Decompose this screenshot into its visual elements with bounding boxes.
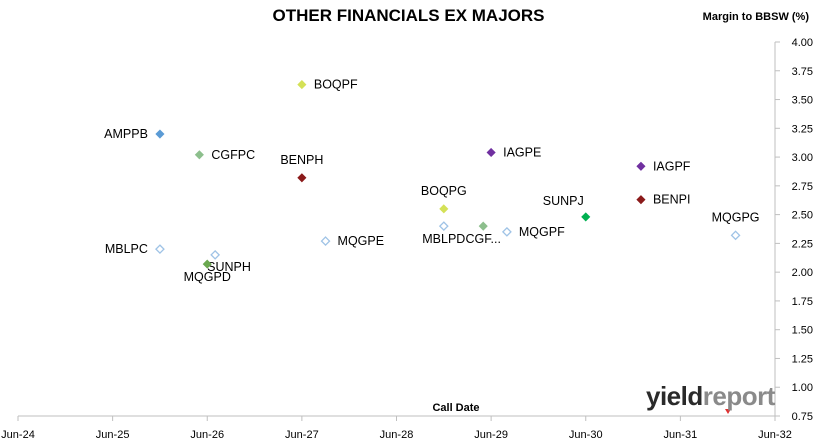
chart-title: OTHER FINANCIALS EX MAJORS [272,6,545,25]
y-tick-label: 1.50 [792,325,813,337]
y-tick-label: 1.25 [792,353,813,365]
data-point-cgf [478,221,488,231]
data-label: MQGPE [338,234,385,248]
y-tick-label: 3.00 [792,152,813,164]
data-point-mqgpd [202,259,212,269]
logo-part-yield: yield [646,381,703,411]
data-label: BOQPG [421,184,467,198]
data-point-iagpf [636,161,646,171]
data-point-boqpf [297,80,307,90]
data-point-mqgpe [320,236,331,247]
data-label: MQGPF [519,225,565,239]
data-point-iagpe [486,147,496,158]
y-tick-label: 2.00 [792,267,813,279]
data-label: CGFPC [211,148,255,162]
x-tick-label: Jun-31 [664,429,698,441]
data-label: MBLPC [105,242,148,256]
data-label: IAGPE [503,145,541,159]
data-label: AMPPB [104,127,148,141]
y-axis-label: Margin to BBSW (%) [702,11,809,23]
yieldreport-logo: yieldreport [646,381,775,412]
data-label: BENPH [280,153,323,167]
data-point-cgfpc [194,150,204,160]
x-tick-label: Jun-26 [190,429,224,441]
data-point-amppb [155,129,165,139]
x-tick-label: Jun-30 [569,429,603,441]
data-label: CGF... [466,232,501,246]
data-label: IAGPF [653,159,691,173]
y-tick-label: 1.75 [792,296,813,308]
data-label: BOQPF [314,78,358,92]
y-tick-label: 0.75 [792,411,813,423]
data-label: SUNPH [207,260,251,274]
data-point-sunpj [581,212,591,222]
x-tick-label: Jun-27 [285,429,319,441]
y-tick-label: 1.00 [792,382,813,394]
y-tick-label: 4.00 [792,37,813,49]
logo-marker-icon [725,409,731,414]
y-tick-label: 2.50 [792,210,813,222]
x-axis-label: Call Date [432,402,480,414]
data-point-mqgpf [501,226,512,237]
data-point-benph [297,173,307,183]
data-point-sunph [210,249,221,260]
data-label: MQGPG [712,210,760,224]
data-label: MBLPD [422,232,465,246]
data-label: SUNPJ [543,194,584,208]
y-tick-label: 3.25 [792,123,813,135]
y-tick-label: 3.50 [792,95,813,107]
x-tick-label: Jun-32 [758,429,792,441]
data-label: MQGPD [184,270,231,284]
y-tick-label: 2.25 [792,238,813,250]
x-tick-label: Jun-29 [474,429,508,441]
data-point-mblpd [438,221,449,232]
data-point-mblpc [155,244,165,255]
y-tick-label: 3.75 [792,66,813,78]
data-label: BENPI [653,193,691,207]
data-point-mqgpg [730,230,741,241]
x-tick-label: Jun-25 [96,429,130,441]
data-point-boqpg [439,204,449,214]
y-tick-label: 2.75 [792,181,813,193]
x-tick-label: Jun-24 [1,429,35,441]
x-tick-label: Jun-28 [380,429,414,441]
logo-part-report: report [702,381,776,411]
data-point-benpi [636,195,646,205]
